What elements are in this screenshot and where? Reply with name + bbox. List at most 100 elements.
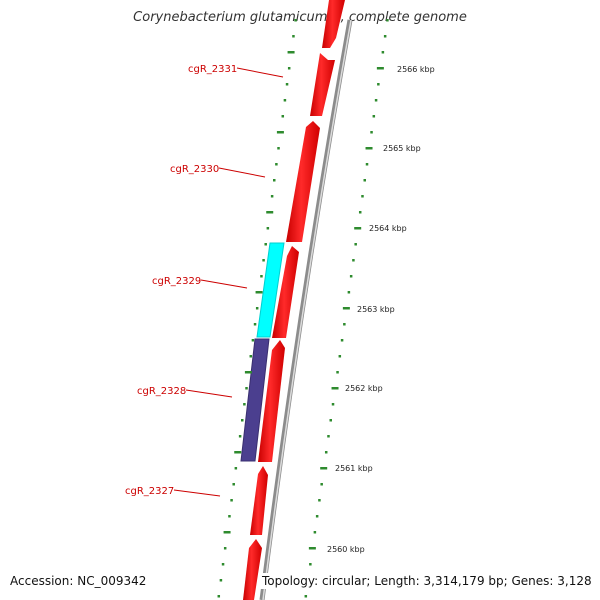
outer-scale-minor-tick xyxy=(377,83,380,86)
leader-cgR_2327 xyxy=(173,489,221,497)
gene-arrow-bottom[interactable] xyxy=(243,539,262,600)
outer-scale-minor-tick xyxy=(349,275,353,278)
leader-cgR_2330 xyxy=(218,167,266,178)
gene-box-cgR_2329[interactable] xyxy=(256,242,285,338)
inner-scale-major-tick xyxy=(244,371,252,374)
genome-backbone xyxy=(259,19,353,600)
inner-scale-minor-tick xyxy=(238,435,242,438)
genome-backbone-highlight xyxy=(262,19,352,600)
outer-scale-minor-tick xyxy=(361,195,364,198)
inner-scale-minor-tick xyxy=(245,387,248,390)
gene-arrow-cgR_2327[interactable] xyxy=(250,466,268,535)
inner-scale-minor-tick xyxy=(221,563,225,566)
outer-scale-track xyxy=(304,19,389,598)
inner-scale-minor-tick xyxy=(228,515,231,518)
inner-scale-minor-tick xyxy=(275,163,278,166)
inner-scale-minor-tick xyxy=(260,275,263,278)
inner-scale-minor-tick xyxy=(273,179,276,182)
inner-scale-minor-tick xyxy=(243,403,246,406)
inner-scale-minor-tick xyxy=(232,483,235,486)
outer-scale-major-tick xyxy=(354,227,362,230)
scale-label-2560: 2560 kbp xyxy=(327,545,365,554)
outer-scale-minor-tick xyxy=(315,515,319,518)
inner-scale-minor-tick xyxy=(251,339,255,342)
inner-scale-major-tick xyxy=(287,51,295,54)
outer-scale-minor-tick xyxy=(352,259,355,262)
map-title: Corynebacterium glutamicum R, complete g… xyxy=(133,10,467,25)
scale-label-2565: 2565 kbp xyxy=(383,144,421,153)
inner-scale-major-tick xyxy=(234,451,242,454)
gene-label-cgR_2329[interactable]: cgR_2329 xyxy=(152,276,201,287)
outer-scale-minor-tick xyxy=(313,531,317,534)
outer-scale-minor-tick xyxy=(386,19,389,22)
inner-scale-minor-tick xyxy=(217,595,221,598)
outer-scale-major-tick xyxy=(308,547,316,550)
outer-scale-minor-tick xyxy=(347,291,351,294)
gene-arrow-cgR_2330[interactable] xyxy=(286,121,320,242)
gene-features xyxy=(240,0,345,600)
gene-label-cgR_2327[interactable]: cgR_2327 xyxy=(125,486,174,497)
outer-scale-minor-tick xyxy=(372,115,376,118)
gene-arrow-cgR_2329-fwd[interactable] xyxy=(272,246,299,338)
inner-scale-minor-tick xyxy=(281,115,285,118)
outer-scale-minor-tick xyxy=(336,371,339,374)
gene-box-cgR_2328[interactable] xyxy=(240,338,270,462)
inner-scale-minor-tick xyxy=(285,83,289,86)
inner-scale-minor-tick xyxy=(277,147,280,150)
outer-scale-minor-tick xyxy=(309,563,312,566)
inner-scale-minor-tick xyxy=(255,307,259,310)
leader-cgR_2328 xyxy=(185,389,233,398)
gene-label-cgR_2331[interactable]: cgR_2331 xyxy=(188,64,237,75)
inner-scale-major-tick xyxy=(223,531,231,534)
inner-scale-minor-tick xyxy=(266,227,270,230)
inner-scale-minor-tick xyxy=(223,547,227,550)
outer-scale-minor-tick xyxy=(354,243,357,246)
outer-scale-minor-tick xyxy=(374,99,378,102)
outer-scale-major-tick xyxy=(365,147,373,150)
scale-label-2562: 2562 kbp xyxy=(345,384,383,393)
inner-scale-minor-tick xyxy=(234,467,238,470)
gene-arrow-top[interactable] xyxy=(322,0,345,48)
inner-scale-minor-tick xyxy=(219,579,223,582)
inner-scale-major-tick xyxy=(276,131,284,134)
inner-scale-major-tick xyxy=(255,291,263,294)
inner-scale-major-tick xyxy=(266,211,274,214)
outer-scale-minor-tick xyxy=(370,131,373,134)
inner-scale-minor-tick xyxy=(264,243,267,246)
gene-arrow-cgR_2331[interactable] xyxy=(310,53,335,116)
gene-arrow-cgR_2328-fwd[interactable] xyxy=(258,340,285,462)
outer-scale-major-tick xyxy=(342,307,350,310)
outer-scale-major-tick xyxy=(376,67,384,70)
inner-scale-minor-tick xyxy=(283,99,287,102)
outer-scale-minor-tick xyxy=(343,323,346,326)
outer-scale-minor-tick xyxy=(327,435,330,438)
outer-scale-minor-tick xyxy=(381,51,385,54)
inner-scale-minor-tick xyxy=(287,67,291,70)
outer-scale-minor-tick xyxy=(320,483,323,486)
leader-cgR_2329 xyxy=(200,279,248,289)
inner-scale-minor-tick xyxy=(270,195,274,198)
inner-scale-minor-tick xyxy=(292,35,295,38)
outer-scale-minor-tick xyxy=(338,355,342,358)
outer-scale-major-tick xyxy=(320,467,328,470)
inner-scale-minor-tick xyxy=(249,355,253,358)
outer-scale-minor-tick xyxy=(331,403,335,406)
inner-scale-track xyxy=(217,19,297,598)
outer-scale-minor-tick xyxy=(365,163,369,166)
topology-text: Topology: circular; Length: 3,314,179 bp… xyxy=(260,573,594,589)
scale-label-2566: 2566 kbp xyxy=(397,65,435,74)
outer-scale-minor-tick xyxy=(383,35,387,38)
outer-scale-minor-tick xyxy=(340,339,344,342)
accession-text: Accession: NC_009342 xyxy=(8,573,149,589)
scale-label-2563: 2563 kbp xyxy=(357,305,395,314)
outer-scale-minor-tick xyxy=(324,451,328,454)
outer-scale-minor-tick xyxy=(363,179,366,182)
gene-label-cgR_2328[interactable]: cgR_2328 xyxy=(137,386,186,397)
gene-label-cgR_2330[interactable]: cgR_2330 xyxy=(170,164,219,175)
inner-scale-minor-tick xyxy=(294,19,297,22)
outer-scale-minor-tick xyxy=(304,595,308,598)
outer-scale-major-tick xyxy=(331,387,339,390)
scale-label-2564: 2564 kbp xyxy=(369,224,407,233)
inner-scale-minor-tick xyxy=(241,419,244,422)
